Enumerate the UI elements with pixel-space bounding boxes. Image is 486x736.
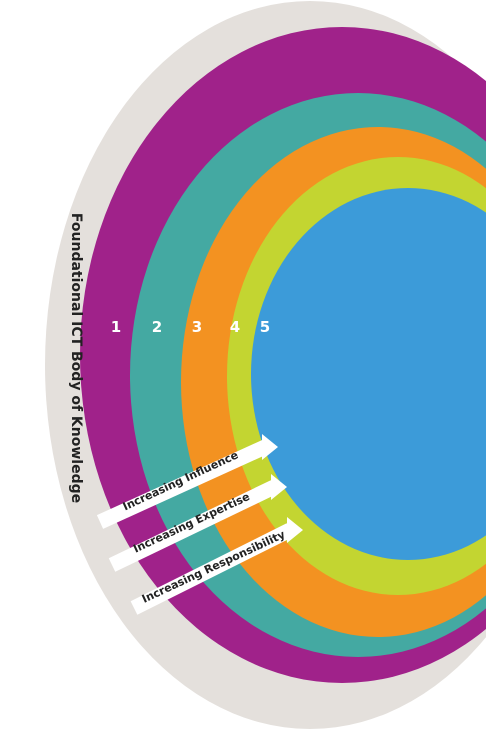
- arrow-responsibility-head: [287, 517, 303, 543]
- arrow-influence-head: [262, 434, 278, 460]
- arrow-responsibility: [130, 523, 294, 615]
- level-4-number: 4: [230, 318, 240, 336]
- arrow-influence: [96, 440, 269, 529]
- level-5-ellipse: [251, 188, 486, 560]
- level-1-number: 1: [111, 318, 121, 336]
- level-5-number: 5: [260, 318, 270, 336]
- arrow-expertise-head: [271, 474, 287, 500]
- level-2-number: 2: [152, 318, 162, 336]
- arrow-expertise: [108, 480, 278, 572]
- level-3-number: 3: [192, 318, 202, 336]
- foundational-bok-label: Foundational ICT Body of Knowledge: [68, 213, 84, 503]
